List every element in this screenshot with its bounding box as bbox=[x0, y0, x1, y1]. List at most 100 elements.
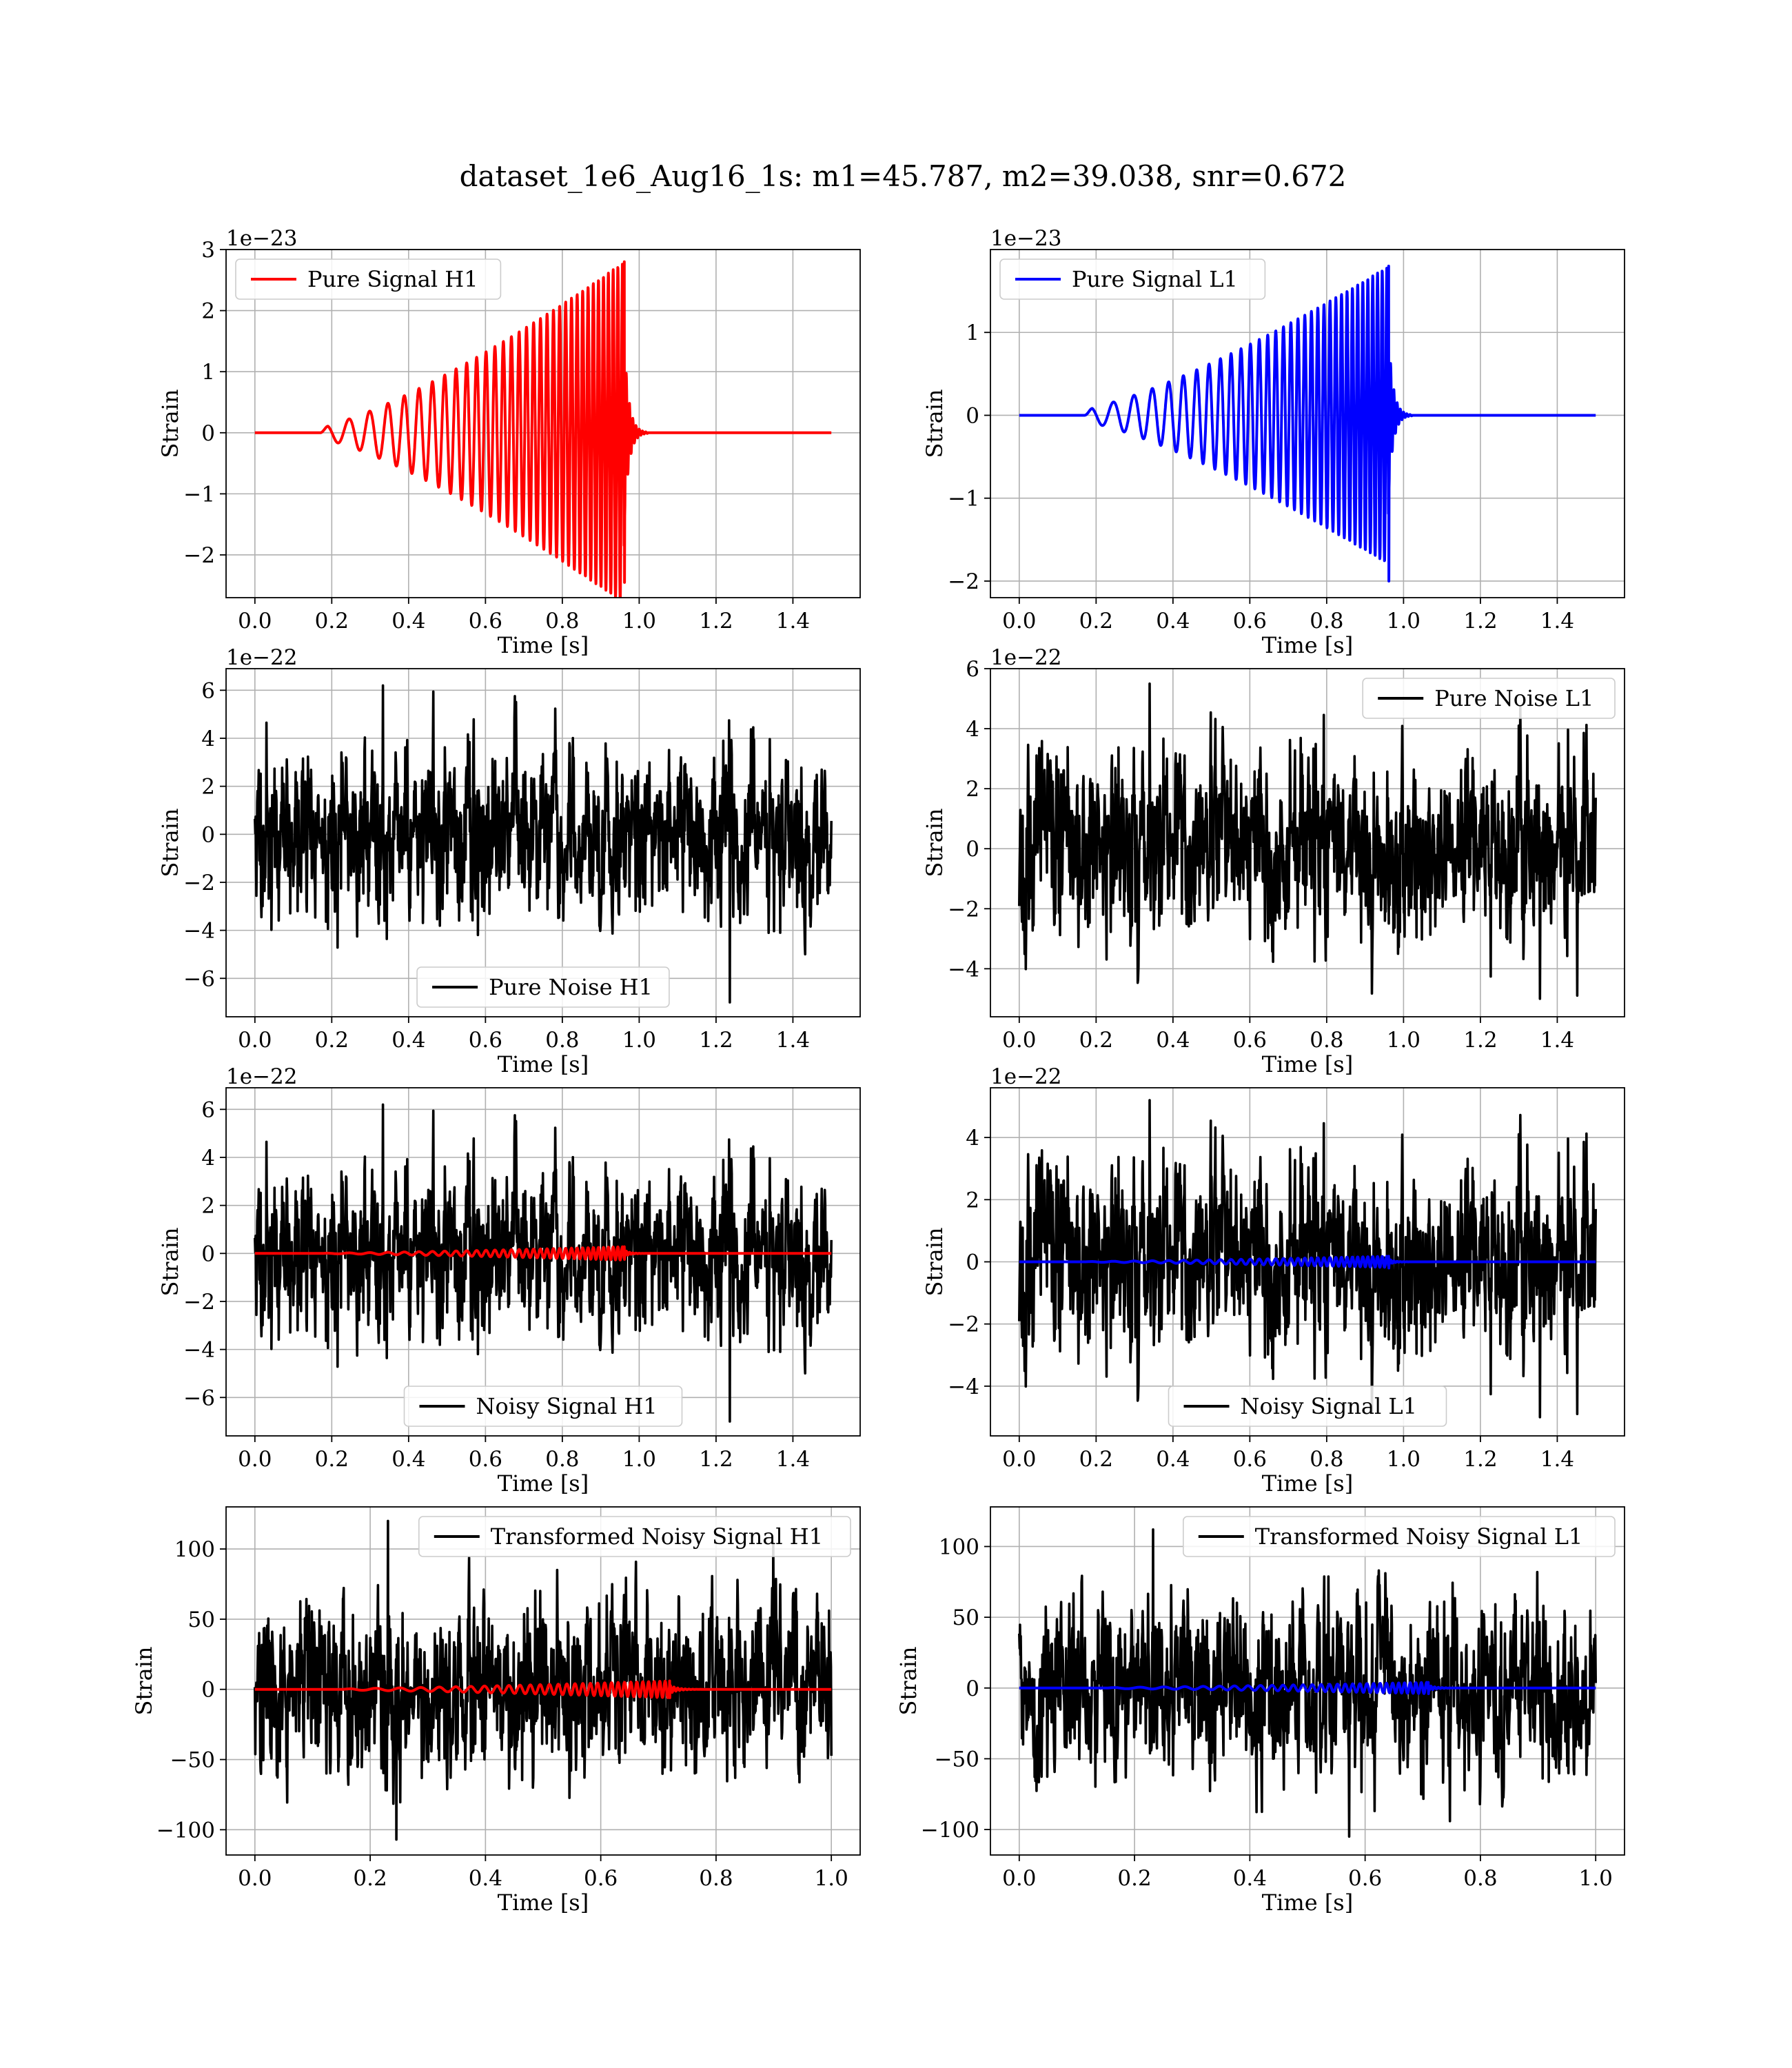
x-tick-label: 0.6 bbox=[1348, 1866, 1382, 1891]
y-tick-label: −4 bbox=[948, 957, 979, 982]
x-tick-label: 0.4 bbox=[1156, 1447, 1190, 1472]
y-tick-label: 4 bbox=[201, 1146, 215, 1170]
y-tick-label: 0 bbox=[966, 837, 979, 862]
legend-label: Noisy Signal L1 bbox=[1241, 1393, 1418, 1419]
y-tick-label: −50 bbox=[170, 1748, 215, 1773]
y-tick-label: 2 bbox=[201, 775, 215, 800]
x-tick-label: 0.4 bbox=[391, 609, 425, 633]
x-tick-label: 1.4 bbox=[1540, 1028, 1574, 1053]
legend: Pure Signal L1 bbox=[999, 258, 1266, 300]
y-axis-label: Strain bbox=[157, 809, 183, 878]
x-tick-label: 1.0 bbox=[622, 1028, 656, 1053]
y-tick-label: −4 bbox=[183, 1338, 215, 1363]
x-tick-label: 1.2 bbox=[1463, 609, 1497, 633]
series-group bbox=[254, 260, 833, 598]
x-tick-label: 1.0 bbox=[1387, 1447, 1421, 1472]
y-tick-label: 2 bbox=[966, 1188, 979, 1213]
y-tick-label: 6 bbox=[966, 657, 979, 682]
subplot-pure-signal-l1: 0.0 0.2 0.4 0.6 0.8 1.0 1.2 1.4 −2 −1 0 1 Time [s] St… bbox=[922, 226, 1625, 658]
x-tick-label: 0.4 bbox=[391, 1447, 425, 1472]
x-axis-label: Time [s] bbox=[498, 1470, 589, 1497]
series-line-noise-0 bbox=[254, 1519, 833, 1841]
x-tick-label: 0.6 bbox=[469, 609, 502, 633]
x-axis-label: Time [s] bbox=[1262, 1889, 1353, 1916]
y-tick-label: −4 bbox=[183, 919, 215, 944]
x-tick-label: 1.4 bbox=[1540, 1447, 1574, 1472]
x-tick-label: 0.4 bbox=[1156, 609, 1190, 633]
x-tick-label: 1.2 bbox=[699, 1028, 733, 1053]
y-tick-label: 0 bbox=[201, 1241, 215, 1266]
y-tick-label: 0 bbox=[201, 822, 215, 847]
legend-box bbox=[999, 258, 1266, 300]
series-group bbox=[1018, 265, 1597, 582]
y-tick-label: 6 bbox=[201, 678, 215, 703]
x-tick-label: 0.4 bbox=[469, 1866, 502, 1891]
x-tick-label: 1.4 bbox=[776, 1028, 810, 1053]
legend: Transformed Noisy Signal L1 bbox=[1183, 1516, 1616, 1557]
x-tick-label: 0.2 bbox=[315, 1028, 349, 1053]
y-tick-label: −2 bbox=[183, 1290, 215, 1315]
legend: Noisy Signal H1 bbox=[403, 1386, 683, 1427]
y-tick-label: −2 bbox=[183, 871, 215, 895]
legend: Pure Signal H1 bbox=[235, 258, 502, 300]
subplot-grid: 0.0 0.2 0.4 0.6 0.8 1.0 1.2 1.4 −2 −1 0 1 2 3 Time [s]… bbox=[131, 226, 1625, 1916]
y-tick-label: 0 bbox=[966, 1250, 979, 1275]
x-tick-label: 0.4 bbox=[391, 1028, 425, 1053]
series-group bbox=[1018, 1099, 1597, 1419]
x-tick-label: 1.0 bbox=[815, 1866, 848, 1891]
y-tick-label: −50 bbox=[935, 1747, 979, 1772]
x-tick-label: 0.6 bbox=[1233, 1028, 1267, 1053]
x-tick-label: 0.8 bbox=[1310, 1028, 1343, 1053]
x-tick-label: 1.2 bbox=[699, 609, 733, 633]
y-tick-label: 4 bbox=[966, 717, 979, 742]
x-tick-label: 0.8 bbox=[1310, 1447, 1343, 1472]
subplot-noisy-signal-l1: 0.0 0.2 0.4 0.6 0.8 1.0 1.2 1.4 −4 −2 0 2 4 Time [s] S… bbox=[922, 1064, 1625, 1497]
y-tick-label: 6 bbox=[201, 1097, 215, 1122]
series-group bbox=[254, 684, 833, 1004]
x-tick-label: 1.0 bbox=[622, 1447, 656, 1472]
legend-box bbox=[1168, 1386, 1447, 1427]
y-tick-label: 50 bbox=[953, 1605, 979, 1630]
legend: Transformed Noisy Signal H1 bbox=[418, 1516, 851, 1557]
series-line-signal-1 bbox=[1018, 1681, 1597, 1695]
x-axis-label: Time [s] bbox=[498, 632, 589, 658]
y-tick-label: −100 bbox=[921, 1818, 979, 1843]
y-tick-label: 0 bbox=[966, 1676, 979, 1701]
x-tick-label: 0.4 bbox=[1233, 1866, 1267, 1891]
plot-frame bbox=[990, 1506, 1625, 1856]
y-tick-label: −4 bbox=[948, 1375, 979, 1399]
legend-label: Noisy Signal H1 bbox=[476, 1393, 658, 1419]
y-tick-label: 100 bbox=[174, 1537, 215, 1562]
y-tick-label: −2 bbox=[948, 1312, 979, 1337]
y-axis-label: Strain bbox=[131, 1647, 157, 1716]
series-line-noise-0 bbox=[1018, 1528, 1597, 1838]
series-group bbox=[1018, 1528, 1597, 1838]
series-line-signal-1 bbox=[1018, 1255, 1597, 1270]
x-axis-label: Time [s] bbox=[1262, 632, 1353, 658]
x-tick-label: 1.0 bbox=[1579, 1866, 1613, 1891]
figure-title: dataset_1e6_Aug16_1s: m1=45.787, m2=39.0… bbox=[460, 159, 1347, 193]
legend-box bbox=[418, 1516, 851, 1557]
x-tick-label: 0.6 bbox=[469, 1028, 502, 1053]
x-tick-label: 1.0 bbox=[1387, 609, 1421, 633]
x-axis-label: Time [s] bbox=[498, 1889, 589, 1916]
legend-box bbox=[1362, 678, 1616, 719]
y-tick-label: 3 bbox=[201, 238, 215, 263]
y-tick-label: 2 bbox=[966, 777, 979, 802]
legend: Noisy Signal L1 bbox=[1168, 1386, 1447, 1427]
x-tick-label: 0.8 bbox=[1310, 609, 1343, 633]
plot-frame bbox=[225, 249, 861, 598]
x-tick-label: 0.2 bbox=[315, 609, 349, 633]
series-group bbox=[254, 1519, 833, 1841]
x-tick-label: 1.2 bbox=[1463, 1028, 1497, 1053]
x-tick-label: 0.0 bbox=[1002, 1866, 1036, 1891]
y-offset-text: 1e−22 bbox=[226, 645, 298, 670]
x-tick-label: 1.4 bbox=[1540, 609, 1574, 633]
x-tick-label: 1.2 bbox=[699, 1447, 733, 1472]
legend-label: Pure Signal L1 bbox=[1072, 266, 1238, 292]
y-tick-label: 0 bbox=[966, 403, 979, 428]
x-tick-label: 0.8 bbox=[545, 1447, 579, 1472]
y-offset-text: 1e−22 bbox=[990, 645, 1062, 670]
x-axis-label: Time [s] bbox=[1262, 1470, 1353, 1497]
legend-box bbox=[416, 966, 670, 1008]
